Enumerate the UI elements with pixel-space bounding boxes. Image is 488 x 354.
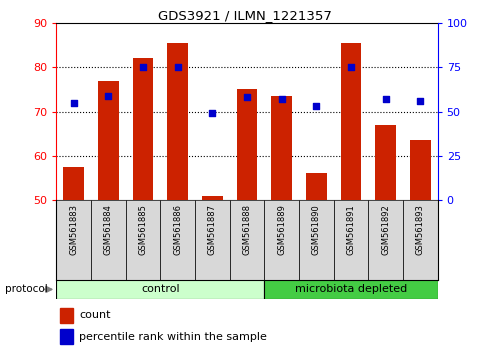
Bar: [264, 200, 298, 280]
Text: GSM561884: GSM561884: [103, 204, 113, 255]
Text: GSM561892: GSM561892: [380, 204, 389, 255]
Bar: [402, 200, 437, 280]
Bar: [60, 329, 73, 344]
Bar: [374, 125, 395, 200]
Point: [104, 93, 112, 98]
Text: GSM561886: GSM561886: [173, 204, 182, 255]
Text: GDS3921 / ILMN_1221357: GDS3921 / ILMN_1221357: [157, 9, 331, 22]
Text: percentile rank within the sample: percentile rank within the sample: [79, 332, 266, 342]
Point: [346, 64, 354, 70]
Point: [243, 95, 250, 100]
Text: protocol: protocol: [5, 284, 47, 295]
Bar: [160, 200, 195, 280]
Bar: [202, 195, 222, 200]
Bar: [271, 96, 291, 200]
Bar: [132, 58, 153, 200]
Bar: [125, 200, 160, 280]
Text: GSM561887: GSM561887: [207, 204, 216, 255]
Bar: [167, 43, 187, 200]
Bar: [305, 173, 326, 200]
Text: GSM561885: GSM561885: [138, 204, 147, 255]
Text: GSM561883: GSM561883: [69, 204, 78, 255]
Point: [69, 100, 77, 105]
Text: control: control: [141, 284, 179, 295]
Bar: [340, 43, 361, 200]
Bar: [56, 200, 91, 280]
Bar: [60, 308, 73, 323]
Bar: [63, 167, 84, 200]
Point: [381, 96, 389, 102]
Point: [312, 103, 320, 109]
Point: [208, 110, 216, 116]
Point: [416, 98, 424, 104]
Bar: [409, 140, 430, 200]
Text: GSM561888: GSM561888: [242, 204, 251, 255]
Point: [173, 64, 181, 70]
Text: GSM561893: GSM561893: [415, 204, 424, 255]
Bar: [298, 200, 333, 280]
Bar: [91, 200, 125, 280]
Bar: [264, 280, 437, 299]
Point: [277, 96, 285, 102]
Text: GSM561889: GSM561889: [277, 204, 285, 255]
Text: GSM561890: GSM561890: [311, 204, 320, 255]
Bar: [229, 200, 264, 280]
Bar: [56, 280, 264, 299]
Point: [139, 64, 146, 70]
Bar: [98, 80, 119, 200]
Bar: [367, 200, 402, 280]
Text: GSM561891: GSM561891: [346, 204, 355, 255]
Text: microbiota depleted: microbiota depleted: [294, 284, 407, 295]
Text: count: count: [79, 310, 110, 320]
Bar: [236, 89, 257, 200]
Bar: [195, 200, 229, 280]
Bar: [333, 200, 367, 280]
